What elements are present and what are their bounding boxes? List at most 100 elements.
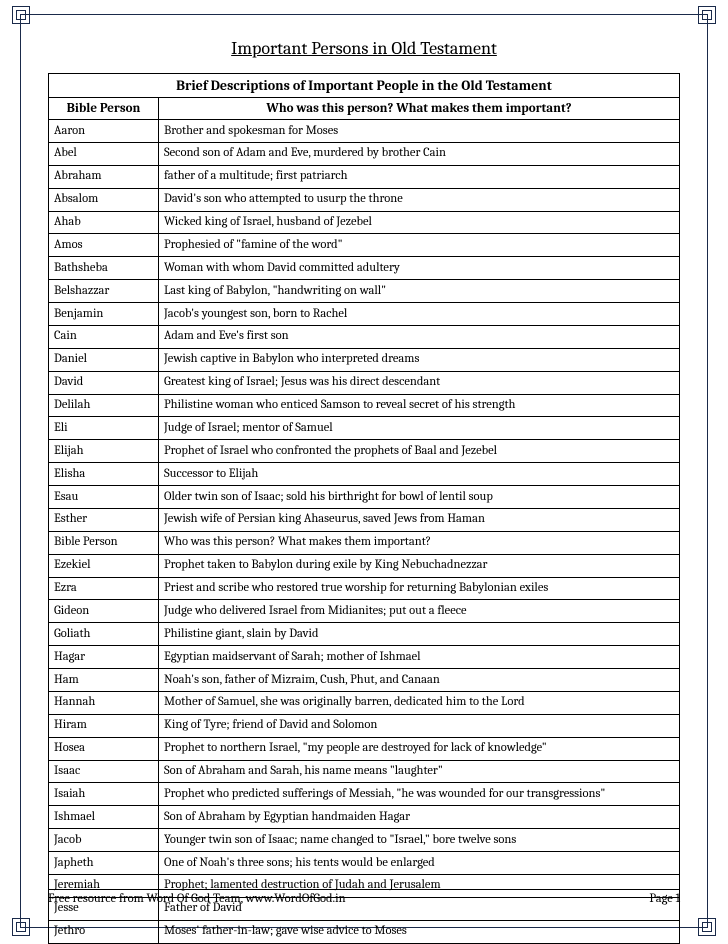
cell-description: Mother of Samuel, she was originally bar… <box>159 691 680 714</box>
cell-person: Amos <box>49 234 159 257</box>
cell-person: Ham <box>49 669 159 692</box>
cell-description: One of Noah's three sons; his tents woul… <box>159 852 680 875</box>
cell-description: Philistine woman who enticed Samson to r… <box>159 394 680 417</box>
table-row: ElijahProphet of Israel who confronted t… <box>49 440 680 463</box>
table-row: HoseaProphet to northern Israel, "my peo… <box>49 737 680 760</box>
table-row: IsaacSon of Abraham and Sarah, his name … <box>49 760 680 783</box>
table-row: AmosProphesied of "famine of the word" <box>49 234 680 257</box>
table-row: JaphethOne of Noah's three sons; his ten… <box>49 852 680 875</box>
table-row: BelshazzarLast king of Babylon, "handwri… <box>49 280 680 303</box>
cell-description: Prophesied of "famine of the word" <box>159 234 680 257</box>
cell-description: Egyptian maidservant of Sarah; mother of… <box>159 646 680 669</box>
cell-description: Last king of Babylon, "handwriting on wa… <box>159 280 680 303</box>
cell-person: Aaron <box>49 120 159 143</box>
cell-person: Ezra <box>49 577 159 600</box>
cell-description: Son of Abraham by Egyptian handmaiden Ha… <box>159 806 680 829</box>
table-row: AaronBrother and spokesman for Moses <box>49 120 680 143</box>
cell-person: Ishmael <box>49 806 159 829</box>
table-row: AbelSecond son of Adam and Eve, murdered… <box>49 142 680 165</box>
table-row: JethroMoses' father-in-law; gave wise ad… <box>49 920 680 943</box>
cell-person: Abel <box>49 142 159 165</box>
table-row: DanielJewish captive in Babylon who inte… <box>49 348 680 371</box>
table-row: HiramKing of Tyre; friend of David and S… <box>49 714 680 737</box>
cell-person: Goliath <box>49 623 159 646</box>
cell-description: Who was this person? What makes them imp… <box>159 531 680 554</box>
cell-description: Moses' father-in-law; gave wise advice t… <box>159 920 680 943</box>
table-row: AhabWicked king of Israel, husband of Je… <box>49 211 680 234</box>
cell-person: Jethro <box>49 920 159 943</box>
cell-person: Esau <box>49 486 159 509</box>
table-row: BathshebaWoman with whom David committed… <box>49 257 680 280</box>
cell-person: Hosea <box>49 737 159 760</box>
table-row: GideonJudge who delivered Israel from Mi… <box>49 600 680 623</box>
cell-description: Son of Abraham and Sarah, his name means… <box>159 760 680 783</box>
table-row: Abrahamfather of a multitude; first patr… <box>49 165 680 188</box>
cell-person: Esther <box>49 508 159 531</box>
cell-description: Adam and Eve's first son <box>159 325 680 348</box>
table-row: EstherJewish wife of Persian king Ahaseu… <box>49 508 680 531</box>
cell-person: Bathsheba <box>49 257 159 280</box>
cell-description: Greatest king of Israel; Jesus was his d… <box>159 371 680 394</box>
footer-right: Page 1 <box>649 892 680 906</box>
cell-description: Successor to Elijah <box>159 463 680 486</box>
cell-description: Judge of Israel; mentor of Samuel <box>159 417 680 440</box>
cell-person: Daniel <box>49 348 159 371</box>
table-row: EsauOlder twin son of Isaac; sold his bi… <box>49 486 680 509</box>
cell-person: Ezekiel <box>49 554 159 577</box>
table-row: GoliathPhilistine giant, slain by David <box>49 623 680 646</box>
corner-ornament <box>698 918 716 936</box>
cell-person: Jacob <box>49 829 159 852</box>
table-row: CainAdam and Eve's first son <box>49 325 680 348</box>
cell-person: Eli <box>49 417 159 440</box>
cell-description: Woman with whom David committed adultery <box>159 257 680 280</box>
table-row: DavidGreatest king of Israel; Jesus was … <box>49 371 680 394</box>
cell-description: Younger twin son of Isaac; name changed … <box>159 829 680 852</box>
table-row: ElishaSuccessor to Elijah <box>49 463 680 486</box>
footer-left: Free resource from Word Of God Team, www… <box>48 892 346 906</box>
cell-person: Abraham <box>49 165 159 188</box>
footer: Free resource from Word Of God Team, www… <box>48 889 680 906</box>
cell-person: Belshazzar <box>49 280 159 303</box>
cell-person: Elijah <box>49 440 159 463</box>
cell-description: Prophet who predicted sufferings of Mess… <box>159 783 680 806</box>
cell-person: Isaac <box>49 760 159 783</box>
cell-description: Prophet to northern Israel, "my people a… <box>159 737 680 760</box>
table-row: DelilahPhilistine woman who enticed Sams… <box>49 394 680 417</box>
corner-ornament <box>12 918 30 936</box>
cell-description: Noah's son, father of Mizraim, Cush, Phu… <box>159 669 680 692</box>
cell-person: Bible Person <box>49 531 159 554</box>
corner-ornament <box>698 6 716 24</box>
corner-ornament <box>12 6 30 24</box>
cell-description: David's son who attempted to usurp the t… <box>159 188 680 211</box>
cell-description: Older twin son of Isaac; sold his birthr… <box>159 486 680 509</box>
page-title: Important Persons in Old Testament <box>48 38 680 59</box>
cell-description: Second son of Adam and Eve, murdered by … <box>159 142 680 165</box>
cell-person: Elisha <box>49 463 159 486</box>
cell-description: Prophet of Israel who confronted the pro… <box>159 440 680 463</box>
cell-description: Judge who delivered Israel from Midianit… <box>159 600 680 623</box>
cell-person: Absalom <box>49 188 159 211</box>
cell-person: Hagar <box>49 646 159 669</box>
cell-description: Jacob's youngest son, born to Rachel <box>159 303 680 326</box>
cell-person: Hannah <box>49 691 159 714</box>
table-caption-row: Brief Descriptions of Important People i… <box>49 74 680 98</box>
cell-person: Isaiah <box>49 783 159 806</box>
cell-description: Priest and scribe who restored true wors… <box>159 577 680 600</box>
column-header-description: Who was this person? What makes them imp… <box>159 98 680 120</box>
cell-description: Prophet taken to Babylon during exile by… <box>159 554 680 577</box>
cell-description: Jewish wife of Persian king Ahaseurus, s… <box>159 508 680 531</box>
cell-description: Brother and spokesman for Moses <box>159 120 680 143</box>
cell-description: Jewish captive in Babylon who interprete… <box>159 348 680 371</box>
persons-table: Brief Descriptions of Important People i… <box>48 73 680 944</box>
cell-person: Hiram <box>49 714 159 737</box>
cell-person: Cain <box>49 325 159 348</box>
cell-person: Japheth <box>49 852 159 875</box>
cell-description: father of a multitude; first patriarch <box>159 165 680 188</box>
table-row: EliJudge of Israel; mentor of Samuel <box>49 417 680 440</box>
cell-description: Philistine giant, slain by David <box>159 623 680 646</box>
table-row: HamNoah's son, father of Mizraim, Cush, … <box>49 669 680 692</box>
table-caption: Brief Descriptions of Important People i… <box>49 74 680 98</box>
cell-person: David <box>49 371 159 394</box>
table-row: BenjaminJacob's youngest son, born to Ra… <box>49 303 680 326</box>
table-row: IshmaelSon of Abraham by Egyptian handma… <box>49 806 680 829</box>
